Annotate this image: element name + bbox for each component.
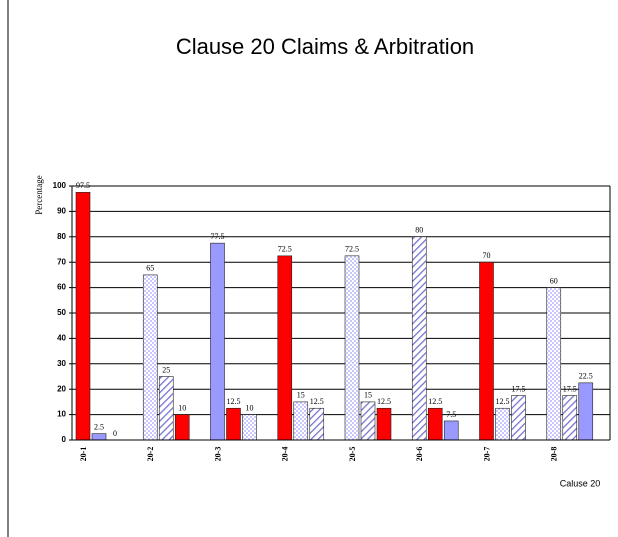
x-tick-label: 20-8 bbox=[550, 447, 559, 462]
bar bbox=[376, 407, 392, 441]
x-tick-label: 20-3 bbox=[213, 447, 222, 462]
y-tick-label: 80 bbox=[57, 232, 66, 241]
y-tick-label: 30 bbox=[57, 359, 66, 368]
value-label: 12.5 bbox=[428, 397, 442, 406]
y-tick-label: 0 bbox=[62, 435, 67, 444]
bar bbox=[511, 395, 526, 441]
value-label: 72.5 bbox=[278, 245, 292, 254]
y-tick-label: 100 bbox=[53, 181, 67, 190]
value-label: 0 bbox=[113, 429, 117, 438]
bar bbox=[75, 192, 91, 441]
x-tick-label: 20-4 bbox=[281, 447, 290, 462]
y-tick-label: 40 bbox=[57, 334, 66, 343]
value-label: 15 bbox=[364, 391, 372, 400]
bar bbox=[210, 242, 225, 441]
bar bbox=[578, 382, 594, 441]
chart-title: Clause 20 Claims & Arbitration bbox=[176, 34, 474, 59]
value-label: 70 bbox=[483, 251, 491, 260]
value-label: 7.5 bbox=[446, 410, 456, 419]
value-label: 12.5 bbox=[310, 397, 324, 406]
y-tick-label: 50 bbox=[57, 308, 66, 317]
y-tick-label: 10 bbox=[57, 410, 66, 419]
bar bbox=[546, 287, 562, 441]
value-label: 15 bbox=[297, 391, 305, 400]
bar bbox=[226, 407, 241, 441]
bar bbox=[443, 420, 459, 441]
value-label: 97.5 bbox=[76, 181, 90, 190]
bar bbox=[91, 433, 107, 441]
y-axis-label: Percentage bbox=[34, 175, 44, 214]
bar bbox=[344, 255, 360, 441]
x-tick-label: 20-7 bbox=[482, 447, 491, 462]
bar bbox=[411, 236, 427, 441]
value-label: 60 bbox=[550, 276, 558, 285]
bar bbox=[158, 376, 174, 441]
value-label: 17.5 bbox=[512, 384, 526, 393]
value-label: 10 bbox=[178, 403, 186, 412]
y-tick-label: 70 bbox=[57, 257, 66, 266]
bar bbox=[562, 395, 578, 441]
y-tick-label: 90 bbox=[57, 207, 66, 216]
bar bbox=[427, 407, 443, 441]
value-label: 12.5 bbox=[496, 397, 510, 406]
value-label: 77.5 bbox=[211, 232, 225, 241]
value-label: 2.5 bbox=[94, 422, 104, 431]
x-tick-label: 20-1 bbox=[79, 447, 88, 462]
bar bbox=[360, 401, 376, 441]
value-label: 10 bbox=[246, 403, 254, 412]
value-label: 65 bbox=[146, 264, 154, 273]
value-label: 17.5 bbox=[563, 384, 577, 393]
bar bbox=[277, 255, 293, 441]
value-label: 22.5 bbox=[579, 372, 593, 381]
y-tick-label: 60 bbox=[57, 283, 66, 292]
value-label: 72.5 bbox=[345, 245, 359, 254]
bar bbox=[174, 414, 190, 441]
bar bbox=[142, 274, 158, 441]
x-tick-label: 20-6 bbox=[415, 447, 424, 462]
y-tick-label: 20 bbox=[57, 384, 66, 393]
bar bbox=[495, 407, 510, 441]
value-label: 12.5 bbox=[377, 397, 391, 406]
bar bbox=[479, 261, 494, 441]
value-label: 80 bbox=[415, 226, 423, 235]
bar bbox=[309, 407, 325, 441]
bar bbox=[293, 401, 309, 441]
x-axis-label: Caluse 20 bbox=[560, 478, 601, 488]
value-label: 25 bbox=[162, 365, 170, 374]
bar bbox=[242, 414, 257, 441]
value-label: 12.5 bbox=[227, 397, 241, 406]
x-tick-label: 20-2 bbox=[146, 447, 155, 462]
x-tick-label: 20-5 bbox=[348, 447, 357, 462]
